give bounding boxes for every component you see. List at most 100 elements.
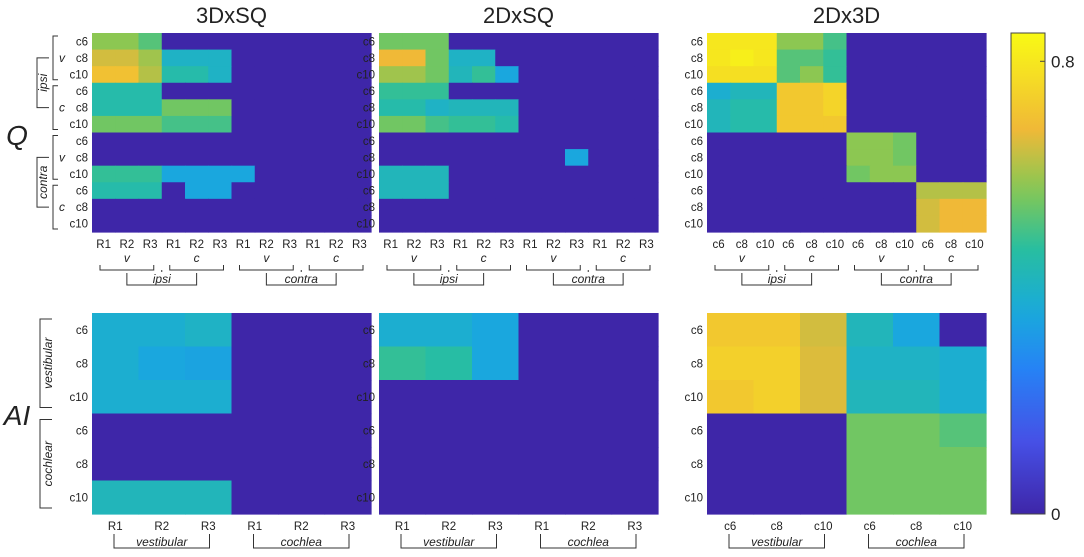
heatmap-cell (495, 82, 520, 100)
row-group-label: cochlear (41, 440, 55, 486)
heatmap-cell (138, 33, 163, 51)
column-tick-label: R1 (534, 521, 549, 533)
heatmap-cell (402, 149, 427, 167)
heatmap-cell (92, 380, 140, 415)
column-group-bracket (113, 534, 210, 549)
heatmap-cell (347, 182, 372, 200)
heatmap-cell (869, 49, 894, 67)
row-tick-label: c10 (684, 392, 703, 404)
row-label-q: Q (6, 120, 28, 151)
column-tick-label: R2 (441, 521, 456, 533)
column-tick-label: R1 (383, 239, 398, 251)
column-tick-label: R3 (352, 239, 367, 251)
heatmap-cell (278, 132, 302, 150)
heatmap-cell (962, 66, 987, 84)
column-group-bracket (126, 273, 198, 286)
heatmap-cell (231, 165, 256, 183)
heatmap-cell (588, 33, 613, 51)
column-tick-label: R3 (282, 239, 297, 251)
row-tick-label: c6 (363, 36, 375, 48)
column-tick-label: R3 (213, 239, 228, 251)
heatmap-cell (138, 82, 163, 100)
heatmap-cell (518, 198, 543, 217)
heatmap-cell (541, 215, 566, 233)
heatmap-cell (800, 149, 824, 167)
heatmap-cell (869, 165, 894, 183)
heatmap-cell (138, 115, 163, 134)
row-tick-label: c8 (363, 358, 375, 370)
heatmap-cell (611, 182, 636, 200)
heatmap-cell (254, 182, 279, 200)
heatmap-cell (846, 66, 871, 84)
heatmap-cell (208, 182, 233, 200)
heatmap-cell (846, 82, 871, 100)
heatmap-cell (92, 346, 140, 381)
heatmap-cell (425, 99, 450, 117)
heatmap-cell (893, 215, 917, 233)
heatmap-cell (115, 66, 140, 84)
heatmap-cell (231, 198, 256, 217)
heatmap-cell (518, 165, 543, 183)
row-tick-label: c6 (76, 186, 88, 198)
heatmap-cell (161, 66, 186, 84)
heatmap-cell (541, 182, 566, 200)
heatmap-cell (707, 182, 731, 200)
heatmap-cell (565, 99, 589, 117)
heatmap-cell (161, 49, 186, 67)
heatmap-cell (472, 82, 496, 100)
row-tick-label: c10 (356, 69, 375, 81)
heatmap-cell (776, 66, 801, 84)
column-group-label: ipsi (153, 272, 171, 286)
heatmap-cell (324, 182, 349, 200)
heatmap-cell (138, 66, 163, 84)
heatmap-cell (588, 215, 613, 233)
column-subgroup-label: c (620, 251, 626, 265)
row-subgroup-label: v (59, 51, 66, 65)
row-tick-label: c8 (363, 103, 375, 115)
heatmap-cell (565, 480, 613, 515)
heatmap-cell (495, 215, 520, 233)
heatmap-cell (138, 346, 186, 381)
heatmap-cell (753, 447, 801, 482)
heatmap-cell (495, 182, 520, 200)
heatmap-cell (278, 49, 302, 67)
heatmap-cell (869, 198, 894, 217)
heatmap-cell (753, 198, 778, 217)
heatmap-cell (115, 198, 140, 217)
heatmap-cell (185, 480, 233, 515)
row-tick-label: c6 (691, 86, 703, 98)
heatmap-cell (425, 66, 450, 84)
heatmap-cell (278, 115, 302, 134)
heatmap-cell (893, 198, 917, 217)
heatmap-cell (800, 33, 824, 51)
heatmap-cell (939, 165, 964, 183)
heatmap-cell (231, 313, 279, 348)
heatmap-cell (92, 149, 116, 167)
heatmap-cell (92, 49, 116, 67)
heatmap-cell (231, 149, 256, 167)
heatmap-cell (846, 198, 871, 217)
heatmap-cell (823, 215, 848, 233)
row-tick-label: c10 (69, 69, 88, 81)
heatmap-cell (472, 99, 496, 117)
heatmap-cell (518, 182, 543, 200)
row-tick-label: c10 (684, 219, 703, 231)
heatmap-cell (753, 380, 801, 415)
heatmap-cell (939, 198, 964, 217)
heatmap-cell (231, 447, 279, 482)
heatmap-cell (962, 82, 987, 100)
heatmap-cell (185, 33, 209, 51)
heatmap-cell (379, 132, 403, 150)
row-tick-label: c10 (69, 169, 88, 181)
column-group-bracket (714, 265, 770, 271)
heatmap-cell (278, 99, 302, 117)
heatmap-cell (730, 66, 755, 84)
heatmap-cell (324, 313, 372, 348)
column-tick-label: c10 (953, 521, 972, 533)
heatmap-cell (402, 132, 427, 150)
column-tick-label: c10 (965, 239, 984, 251)
heatmap-cell (324, 99, 349, 117)
heatmap-cell (939, 99, 964, 117)
heatmap-cell (916, 82, 941, 100)
heatmap-cell (254, 99, 279, 117)
